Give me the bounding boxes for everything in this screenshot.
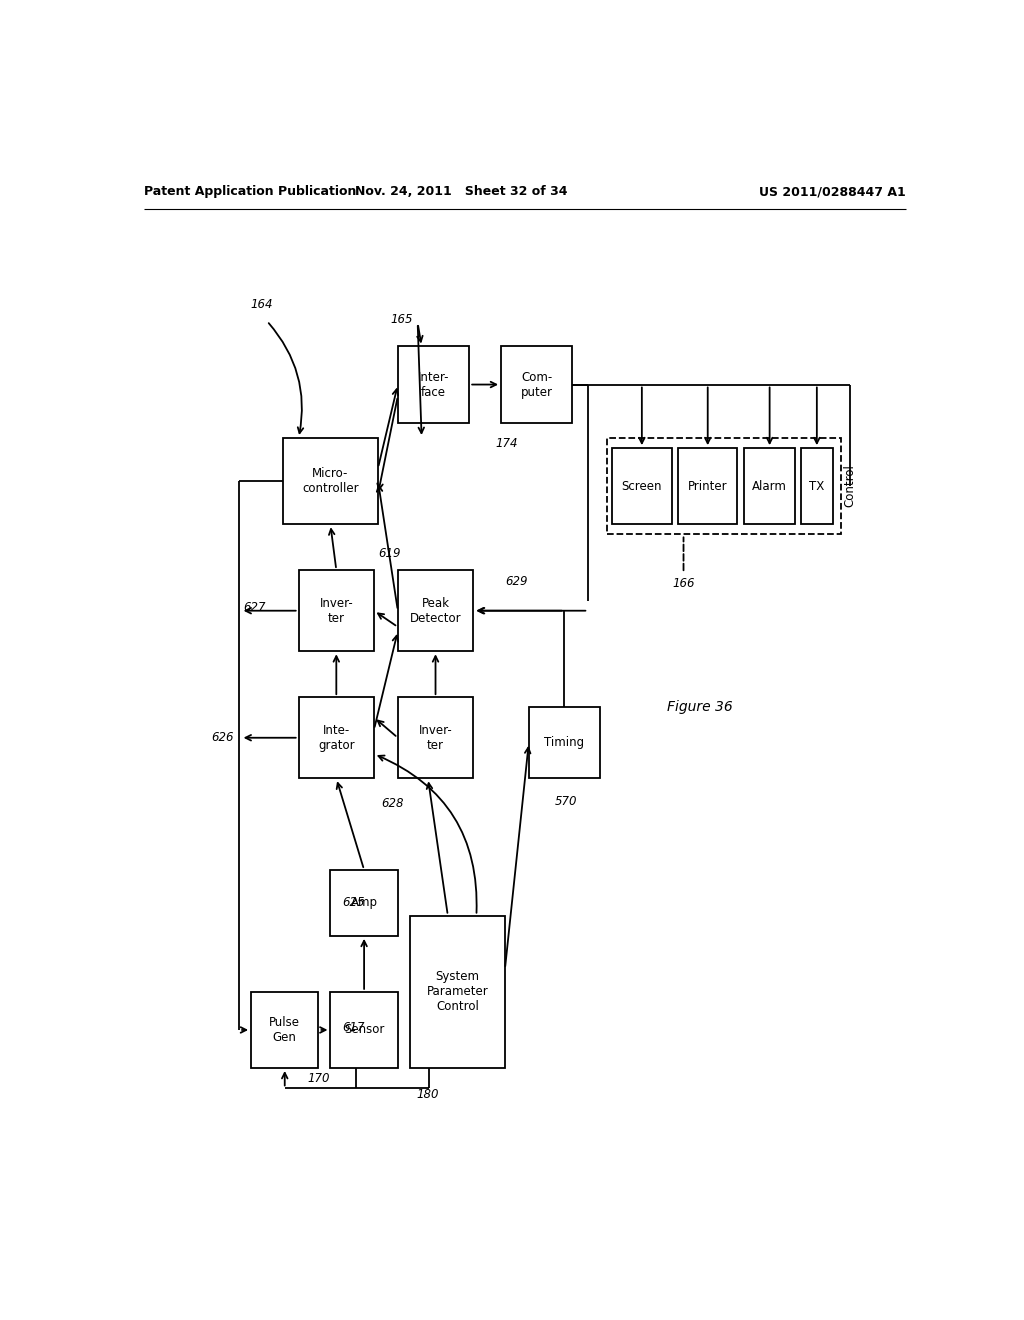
Text: 180: 180: [416, 1089, 438, 1101]
Text: 166: 166: [673, 577, 694, 590]
Text: Amp: Amp: [350, 896, 378, 909]
Text: Com-
puter: Com- puter: [520, 371, 553, 399]
FancyBboxPatch shape: [801, 447, 833, 524]
FancyBboxPatch shape: [743, 447, 796, 524]
Text: Timing: Timing: [545, 737, 585, 750]
FancyBboxPatch shape: [528, 708, 600, 779]
Text: 617: 617: [342, 1020, 365, 1034]
FancyBboxPatch shape: [397, 570, 473, 651]
Text: Sensor: Sensor: [344, 1023, 384, 1036]
Text: US 2011/0288447 A1: US 2011/0288447 A1: [759, 185, 905, 198]
Text: 165: 165: [390, 313, 413, 326]
Text: Inte-
grator: Inte- grator: [318, 723, 354, 752]
Text: Screen: Screen: [622, 479, 663, 492]
Text: Patent Application Publication: Patent Application Publication: [143, 185, 356, 198]
Text: Figure 36: Figure 36: [667, 700, 732, 714]
FancyBboxPatch shape: [251, 991, 318, 1068]
Text: 164: 164: [250, 298, 272, 312]
Text: Inter-
face: Inter- face: [418, 371, 450, 399]
FancyBboxPatch shape: [612, 447, 672, 524]
Text: Control: Control: [844, 465, 857, 507]
Text: 174: 174: [496, 437, 518, 450]
Text: 628: 628: [382, 797, 404, 810]
FancyBboxPatch shape: [397, 346, 469, 422]
FancyBboxPatch shape: [397, 697, 473, 779]
Text: Inver-
ter: Inver- ter: [419, 723, 453, 752]
Text: 170: 170: [308, 1072, 331, 1085]
Text: 625: 625: [342, 896, 365, 909]
Text: TX: TX: [809, 479, 824, 492]
Text: Micro-
controller: Micro- controller: [302, 467, 358, 495]
FancyBboxPatch shape: [299, 570, 374, 651]
FancyBboxPatch shape: [283, 438, 378, 524]
Text: Peak
Detector: Peak Detector: [410, 597, 462, 624]
Text: Pulse
Gen: Pulse Gen: [269, 1016, 300, 1044]
Text: 629: 629: [505, 576, 527, 589]
FancyBboxPatch shape: [299, 697, 374, 779]
Text: Inver-
ter: Inver- ter: [319, 597, 353, 624]
Text: Printer: Printer: [688, 479, 727, 492]
FancyBboxPatch shape: [331, 991, 397, 1068]
Text: 570: 570: [555, 795, 578, 808]
FancyBboxPatch shape: [501, 346, 572, 422]
Text: Nov. 24, 2011   Sheet 32 of 34: Nov. 24, 2011 Sheet 32 of 34: [355, 185, 567, 198]
Text: 626: 626: [211, 731, 233, 744]
FancyBboxPatch shape: [410, 916, 505, 1068]
Text: System
Parameter
Control: System Parameter Control: [426, 970, 488, 1014]
Text: Alarm: Alarm: [753, 479, 787, 492]
FancyBboxPatch shape: [678, 447, 737, 524]
FancyBboxPatch shape: [331, 870, 397, 936]
Text: 627: 627: [243, 601, 265, 614]
Text: 619: 619: [378, 546, 400, 560]
